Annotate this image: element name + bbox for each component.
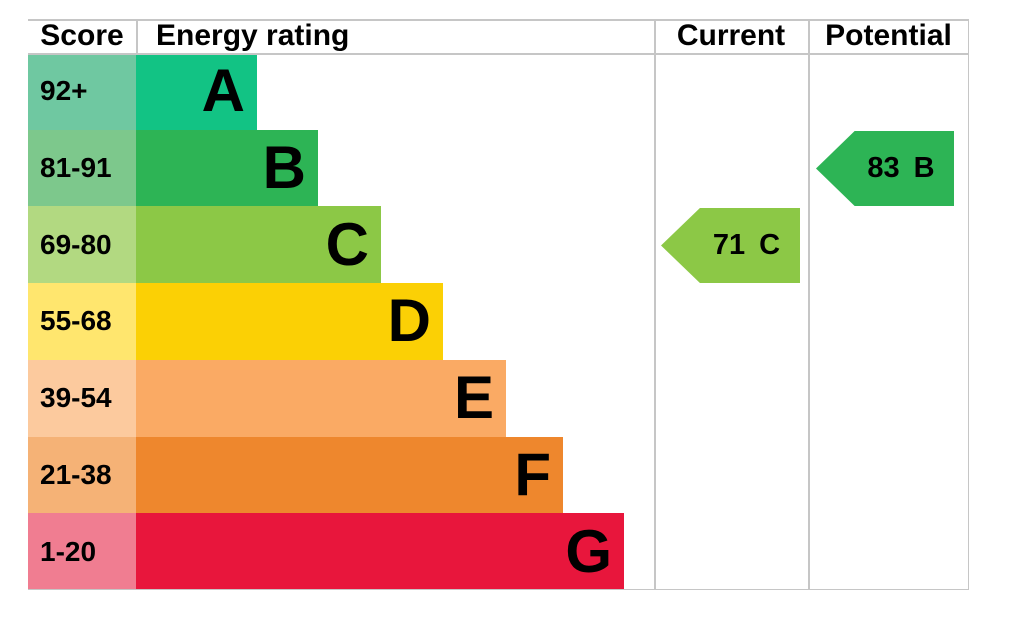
grid-line-current-right <box>808 19 810 590</box>
band-letter: C <box>325 210 369 278</box>
band-row-a: 92+ A <box>28 53 969 130</box>
band-bar-f: F <box>136 436 563 514</box>
header-score: Score <box>40 19 124 52</box>
current-rating-value: 71 <box>712 229 746 261</box>
band-letter: F <box>514 440 551 508</box>
band-letter: B <box>262 134 306 202</box>
score-range-label: 55-68 <box>28 283 136 360</box>
band-letter: D <box>387 287 431 355</box>
epc-table: Score Energy rating Current Potential 92… <box>28 19 969 590</box>
score-range-label: 21-38 <box>28 436 136 514</box>
band-bar-a: A <box>136 53 257 130</box>
score-range-label: 92+ <box>28 53 136 130</box>
band-row-d: 55-68 D <box>28 283 969 360</box>
current-rating-grade: C <box>759 229 781 261</box>
potential-rating-value: 83 <box>867 152 900 184</box>
header-energy-rating: Energy rating <box>156 19 350 52</box>
score-range-label: 39-54 <box>28 359 136 437</box>
header-potential: Potential <box>825 19 952 52</box>
potential-rating-grade: B <box>913 152 935 184</box>
band-letter: G <box>565 517 612 585</box>
band-letter: A <box>201 57 245 125</box>
grid-line-top <box>28 19 969 21</box>
band-row-b: 81-91 B <box>28 129 969 207</box>
band-row-e: 39-54 E <box>28 359 969 437</box>
band-bar-e: E <box>136 359 506 437</box>
band-letter: E <box>453 364 494 432</box>
grid-line-header-bottom <box>28 53 969 55</box>
band-row-f: 21-38 F <box>28 436 969 514</box>
grid-line-bottom <box>28 588 969 590</box>
band-rows: 92+ A 81-91 B 69-80 C 55-68 D 39-54 E 21… <box>28 53 969 590</box>
band-bar-c: C <box>136 206 381 284</box>
band-bar-d: D <box>136 283 443 360</box>
band-row-c: 69-80 C <box>28 206 969 284</box>
header-current: Current <box>676 19 786 52</box>
band-bar-g: G <box>136 513 624 590</box>
score-range-label: 1-20 <box>28 513 136 590</box>
grid-line-score-divider <box>136 19 138 53</box>
score-range-label: 69-80 <box>28 206 136 284</box>
grid-line-current-left <box>654 19 656 590</box>
score-range-label: 81-91 <box>28 129 136 207</box>
band-row-g: 1-20 G <box>28 513 969 590</box>
band-bar-b: B <box>136 129 318 207</box>
grid-line-potential-right <box>967 19 969 590</box>
